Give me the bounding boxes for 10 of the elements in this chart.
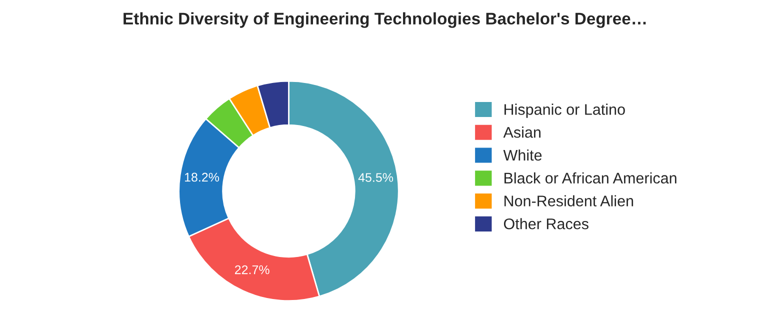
legend-label: Other Races — [504, 218, 588, 230]
legend-label: White — [503, 149, 542, 161]
legend-label: Non-Resident Alien — [504, 195, 634, 206]
data-label: 45.5% — [358, 173, 394, 182]
data-label: 18.2% — [184, 172, 220, 182]
legend-label: Black or African American — [504, 172, 676, 184]
data-label: 22.7% — [234, 265, 270, 274]
legend-label: Asian — [503, 126, 540, 138]
legend-label: Hispanic or Latino — [504, 104, 625, 118]
chart-title: Ethnic Diversity of Engineering Technologies Bachelor's Degree… — [124, 12, 646, 28]
